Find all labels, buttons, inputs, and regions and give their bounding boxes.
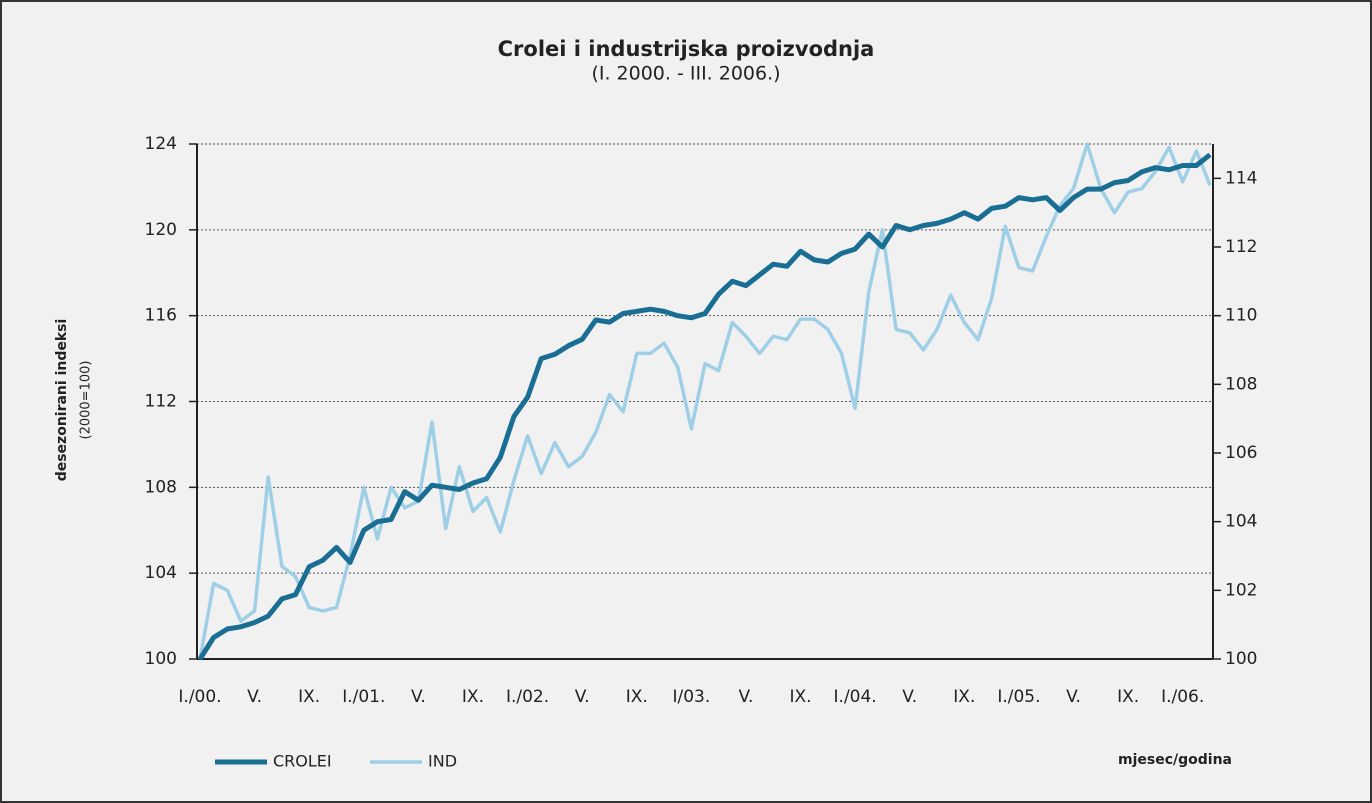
y2-tick-label: 114 bbox=[1225, 168, 1257, 188]
y-tick-label: 104 bbox=[145, 563, 177, 583]
x-tick-label: I./06. bbox=[1161, 687, 1204, 707]
x-tick-label: V. bbox=[902, 687, 917, 707]
x-tick-label: I./05. bbox=[997, 687, 1040, 707]
x-tick-label: I/03. bbox=[672, 687, 710, 707]
x-tick-label: IX. bbox=[462, 687, 484, 707]
x-tick-label: IX. bbox=[1117, 687, 1139, 707]
y-axis-label: desezonirani indeksi bbox=[54, 319, 70, 482]
x-tick-label: IX. bbox=[953, 687, 975, 707]
x-tick-label: V. bbox=[411, 687, 426, 707]
chart-subtitle: (I. 2000. - III. 2006.) bbox=[591, 63, 780, 85]
x-tick-label: V. bbox=[247, 687, 262, 707]
x-tick-label: I./02. bbox=[506, 687, 549, 707]
x-tick-label: V. bbox=[739, 687, 754, 707]
y-axis-sublabel: (2000=100) bbox=[79, 361, 94, 440]
x-tick-label: V. bbox=[575, 687, 590, 707]
y-tick-label: 120 bbox=[145, 220, 177, 240]
series-line bbox=[197, 152, 1212, 661]
series-line bbox=[198, 142, 1212, 660]
y2-tick-label: 106 bbox=[1225, 443, 1257, 463]
y2-tick-label: 102 bbox=[1225, 580, 1257, 600]
y2-tick-label: 100 bbox=[1225, 649, 1257, 669]
y-tick-label: 124 bbox=[145, 134, 177, 154]
x-tick-label: I./00. bbox=[178, 687, 221, 707]
y2-tick-label: 110 bbox=[1225, 306, 1257, 326]
chart-title: Crolei i industrijska proizvodnja bbox=[498, 37, 875, 61]
x-axis-label: mjesec/godina bbox=[1118, 752, 1232, 768]
y-tick-label: 108 bbox=[145, 477, 177, 497]
x-tick-label: I./04. bbox=[834, 687, 877, 707]
legend-label: IND bbox=[428, 752, 457, 771]
y-tick-label: 116 bbox=[145, 306, 177, 326]
x-tick-label: I./01. bbox=[342, 687, 385, 707]
x-tick-label: IX. bbox=[298, 687, 320, 707]
y-tick-label: 112 bbox=[145, 392, 177, 412]
y2-tick-label: 112 bbox=[1225, 237, 1257, 257]
x-tick-label: IX. bbox=[790, 687, 812, 707]
y2-tick-label: 104 bbox=[1225, 512, 1257, 532]
y-tick-label: 100 bbox=[145, 649, 177, 669]
x-tick-label: V. bbox=[1066, 687, 1081, 707]
legend-label: CROLEI bbox=[273, 752, 332, 771]
y2-tick-label: 108 bbox=[1225, 374, 1257, 394]
x-tick-label: IX. bbox=[626, 687, 648, 707]
